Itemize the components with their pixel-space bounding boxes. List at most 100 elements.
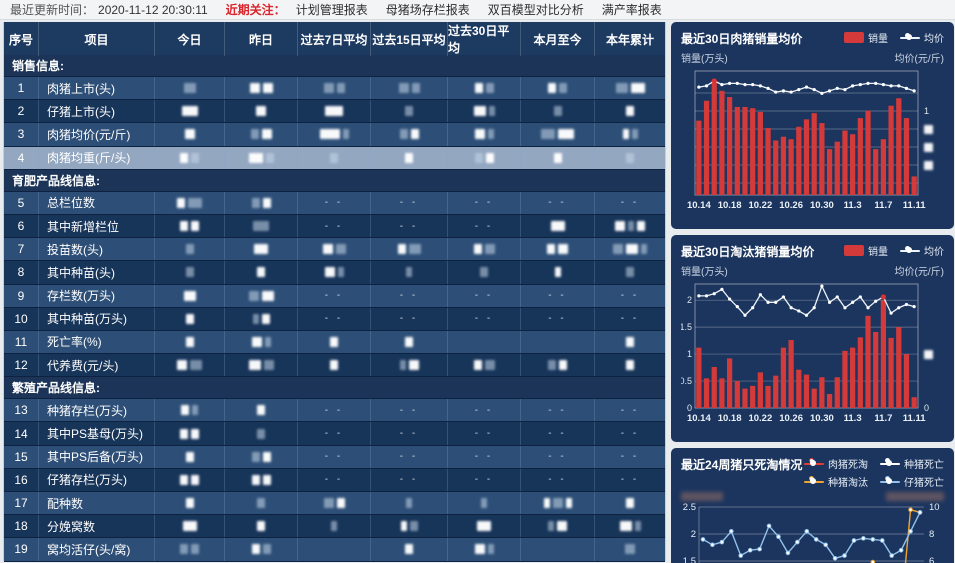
table-row[interactable]: 4 肉猪均重(斤/头) xyxy=(4,146,665,170)
row-label: 其中种苗(头) xyxy=(39,261,155,284)
legend-item-price[interactable]: 均价 xyxy=(900,30,944,45)
row-number: 10 xyxy=(4,307,39,330)
bar-line-chart-cull-sales[interactable]: 10.14 10.18 10.22 10.26 10.30 11.3 11.7 11.11 0 0… xyxy=(681,278,944,428)
charts-panel: 最近30日肉猪销量均价 销量 均价 销量(万头) 均价(元/斤) 10.14 10… xyxy=(671,22,954,563)
redacted-value xyxy=(634,521,641,532)
table-row[interactable]: 19 窝均活仔(头/窝) xyxy=(4,538,665,562)
value-cell xyxy=(371,515,448,538)
chart-card-cull-sales: 最近30日淘汰猪销量均价 销量 均价 销量(万头) 均价(元/斤) 10.14 1… xyxy=(671,235,954,442)
table-row[interactable]: 13 种猪存栏(万头) - -- -- -- -- - xyxy=(4,399,665,423)
legend-item-sales[interactable]: 销量 xyxy=(844,30,888,45)
value-cell xyxy=(298,77,371,100)
value-cell: - - xyxy=(521,284,595,307)
row-number: 4 xyxy=(4,146,39,169)
redacted-value xyxy=(183,290,196,301)
section-header: 繁殖产品线信息: xyxy=(4,377,665,400)
redacted-value xyxy=(481,498,487,509)
redacted-value xyxy=(405,544,413,555)
table-row[interactable]: 9 存栏数(万头) - -- -- -- -- - xyxy=(4,284,665,308)
table-row[interactable]: 14 其中PS基母(万头) - -- -- -- -- - xyxy=(4,422,665,446)
redacted-value xyxy=(330,336,338,347)
table-row[interactable]: 12 代养费(元/头) xyxy=(4,354,665,378)
redacted-value xyxy=(261,129,272,140)
value-cell xyxy=(371,77,448,100)
svg-text:10.30: 10.30 xyxy=(810,200,834,211)
redacted-value xyxy=(185,244,194,255)
svg-text:10: 10 xyxy=(929,502,940,513)
value-cell xyxy=(595,515,665,537)
value-cell xyxy=(298,146,371,169)
legend-item-0[interactable]: 肉猪死淘 xyxy=(804,456,868,471)
table-row[interactable]: 3 肉猪均价(元/斤) xyxy=(4,123,665,147)
value-cell xyxy=(595,538,665,560)
redacted-value xyxy=(631,129,638,140)
table-row[interactable]: 2 仔猪上市(头) xyxy=(4,100,665,124)
table-row[interactable]: 16 仔猪存栏(万头) - -- -- -- -- - xyxy=(4,468,665,492)
table-row[interactable]: 10 其中种苗(万头) - -- -- -- -- - xyxy=(4,307,665,331)
redacted-value xyxy=(485,152,494,163)
row-number: 18 xyxy=(4,515,39,538)
value-cell xyxy=(371,330,448,354)
menu-item[interactable]: 满产率报表 xyxy=(601,3,662,17)
redacted-value xyxy=(641,244,647,255)
svg-text:1.5: 1.5 xyxy=(683,556,696,563)
table-row[interactable]: 18 分娩窝数 xyxy=(4,515,665,539)
redacted-value xyxy=(181,106,198,117)
redacted-value xyxy=(191,544,199,555)
value-cell xyxy=(521,492,595,515)
redacted-value xyxy=(181,405,189,416)
value-cell xyxy=(298,354,371,377)
redacted-value xyxy=(626,244,638,255)
redacted-value xyxy=(185,267,194,278)
table-row[interactable]: 1 肉猪上市(头) xyxy=(4,77,665,101)
value-cell xyxy=(448,261,521,284)
bar-line-chart-pig-sales[interactable]: 10.14 10.18 10.22 10.26 10.30 11.3 11.7 11.11 1 xyxy=(681,65,944,215)
redacted-value xyxy=(190,360,202,371)
legend-item-price[interactable]: 均价 xyxy=(900,243,944,258)
value-cell xyxy=(521,515,595,538)
redacted-value xyxy=(330,360,338,371)
line-dot-icon xyxy=(900,33,920,40)
value-cell: - - xyxy=(298,191,371,214)
value-cell: - - xyxy=(298,422,371,445)
redacted-value xyxy=(251,451,260,462)
svg-text:10.18: 10.18 xyxy=(718,413,742,424)
legend-item-2[interactable]: 种猪淘汰 xyxy=(804,474,868,489)
row-label: 其中PS基母(万头) xyxy=(39,422,155,445)
svg-text:2: 2 xyxy=(687,295,692,305)
table-row[interactable]: 6 其中新增栏位 - -- -- - xyxy=(4,214,665,239)
svg-text:11.3: 11.3 xyxy=(844,200,862,211)
value-cell: - - xyxy=(620,197,640,209)
table-row[interactable]: 11 死亡率(%) xyxy=(4,330,665,355)
table-row[interactable]: 8 其中种苗(头) xyxy=(4,261,665,285)
table-row[interactable]: 7 投苗数(头) xyxy=(4,238,665,262)
menu-item[interactable]: 母猪场存栏报表 xyxy=(385,3,470,17)
value-cell xyxy=(298,515,371,538)
redacted-value xyxy=(191,221,199,232)
redacted-value xyxy=(541,129,555,140)
value-cell: - - xyxy=(298,445,371,468)
legend-item-3[interactable]: 仔猪死亡 xyxy=(880,474,944,489)
legend-item-sales[interactable]: 销量 xyxy=(844,243,888,258)
row-label: 肉猪上市(头) xyxy=(39,77,155,100)
value-cell xyxy=(371,238,448,261)
value-cell: - - xyxy=(521,445,595,468)
line-chart-death-cull[interactable]: 2.5 2 1.5 10 8 6 xyxy=(681,501,944,563)
redacted-value xyxy=(626,106,634,117)
redacted-value xyxy=(184,129,195,140)
redacted-value xyxy=(548,83,556,94)
row-number: 2 xyxy=(4,100,39,123)
row-number: 5 xyxy=(4,191,39,214)
legend-item-1[interactable]: 种猪死亡 xyxy=(880,456,944,471)
table-row[interactable]: 5 总栏位数 - -- -- -- -- - xyxy=(4,191,665,215)
value-cell xyxy=(371,123,448,146)
menu-item[interactable]: 双百模型对比分析 xyxy=(487,3,584,17)
redacted-value xyxy=(261,313,270,324)
redacted-value xyxy=(257,267,265,278)
value-cell xyxy=(448,354,521,377)
table-row[interactable]: 15 其中PS后备(万头) - -- -- -- -- - xyxy=(4,445,665,469)
menu-item[interactable]: 计划管理报表 xyxy=(295,3,368,17)
row-label: 总栏位数 xyxy=(39,191,155,214)
row-number: 1 xyxy=(4,77,39,100)
table-row[interactable]: 17 配种数 xyxy=(4,492,665,516)
